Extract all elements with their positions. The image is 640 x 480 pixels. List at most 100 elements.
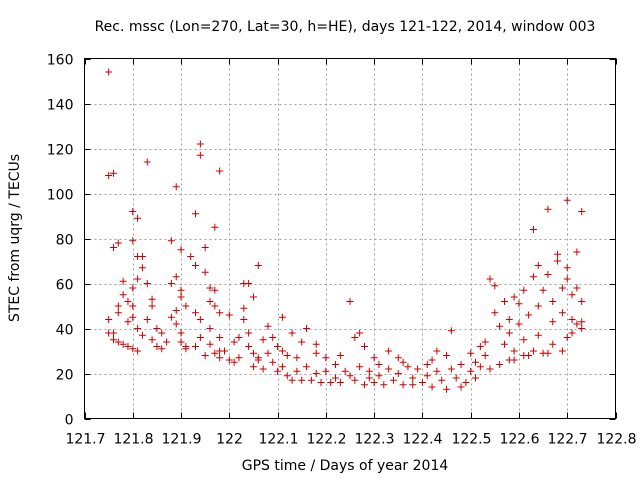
data-point: [520, 286, 528, 294]
data-point: [283, 372, 291, 380]
y-tick-label: 100: [47, 188, 74, 204]
data-point: [105, 172, 113, 179]
data-point: [129, 237, 137, 245]
data-point: [346, 298, 354, 305]
data-point: [370, 354, 378, 362]
data-point: [578, 208, 586, 215]
y-tick-label: 80: [56, 233, 74, 249]
data-point: [510, 347, 518, 355]
data-point: [409, 374, 417, 382]
data-point: [148, 336, 156, 344]
data-point: [423, 361, 431, 368]
data-point: [563, 196, 571, 204]
data-point: [124, 343, 132, 350]
data-point: [211, 223, 219, 231]
data-point: [167, 313, 175, 321]
y-tick-label: 120: [47, 143, 74, 159]
data-point: [172, 183, 180, 191]
data-point: [515, 320, 523, 328]
data-point: [201, 352, 209, 359]
x-tick-label: 122.1: [258, 432, 298, 448]
y-tick-label: 60: [56, 278, 74, 294]
data-point: [158, 345, 166, 353]
data-point: [254, 262, 262, 269]
data-point: [206, 340, 214, 348]
data-point: [230, 338, 238, 346]
data-point: [505, 316, 513, 323]
data-point: [283, 352, 291, 359]
x-tick-label: 122.7: [547, 432, 587, 448]
data-points: [105, 68, 586, 393]
data-point: [167, 280, 175, 287]
data-point: [134, 325, 142, 332]
data-point: [182, 302, 190, 310]
data-point: [235, 354, 243, 362]
data-point: [177, 338, 185, 346]
y-tick-label: 20: [56, 368, 74, 384]
data-point: [264, 322, 272, 330]
data-point: [351, 334, 359, 341]
data-point: [269, 334, 277, 341]
data-point: [534, 302, 542, 310]
data-point: [148, 302, 156, 310]
data-point: [269, 358, 277, 366]
data-point: [573, 284, 581, 292]
data-point: [404, 363, 412, 371]
data-point: [119, 291, 127, 299]
y-tick-labels: 0 20 40 60 80 100 120 140 160: [47, 53, 74, 429]
data-point: [544, 205, 552, 213]
data-point: [568, 329, 576, 337]
data-point: [109, 169, 117, 177]
data-point: [428, 356, 436, 364]
data-point: [563, 275, 571, 283]
data-point: [240, 304, 248, 312]
data-point: [143, 280, 151, 287]
data-point: [544, 271, 552, 278]
data-point: [549, 298, 557, 305]
data-point: [148, 295, 156, 303]
data-point: [245, 280, 253, 287]
data-point: [196, 140, 204, 148]
data-point: [573, 248, 581, 256]
data-point: [119, 277, 127, 285]
data-point: [322, 354, 330, 362]
data-point: [312, 349, 320, 357]
data-point: [476, 363, 484, 371]
data-point: [158, 329, 166, 337]
data-point: [192, 343, 200, 350]
x-tick-label: 122.2: [306, 432, 346, 448]
data-point: [220, 347, 228, 355]
data-point: [254, 356, 262, 364]
data-point: [211, 349, 219, 357]
data-point: [192, 309, 200, 317]
data-point: [293, 354, 301, 362]
data-point: [249, 349, 257, 357]
data-point: [327, 379, 335, 386]
data-point: [109, 244, 117, 251]
x-tick-labels: 121.7 121.8 121.9 122 122.1 122.2 122.3 122.4 12…: [65, 432, 636, 448]
x-axis-title: GPS time / Days of year 2014: [242, 458, 449, 474]
x-tick-label: 122.8: [596, 432, 636, 448]
data-point: [452, 374, 460, 382]
data-point: [153, 325, 161, 332]
data-point: [360, 343, 368, 350]
x-tick-label: 121.8: [113, 432, 153, 448]
x-tick-label: 122.4: [402, 432, 442, 448]
data-point: [433, 367, 441, 375]
data-point: [249, 293, 257, 301]
data-point: [433, 347, 441, 355]
data-point: [230, 358, 238, 366]
data-point: [554, 257, 562, 265]
data-point: [298, 376, 306, 384]
data-point: [414, 365, 422, 373]
data-point: [114, 309, 122, 317]
data-point: [105, 316, 113, 323]
data-point: [578, 325, 586, 332]
data-point: [129, 302, 137, 310]
data-point: [211, 286, 219, 294]
data-point: [520, 336, 528, 344]
data-point: [351, 376, 359, 384]
data-point: [129, 313, 137, 321]
data-point: [119, 340, 127, 348]
